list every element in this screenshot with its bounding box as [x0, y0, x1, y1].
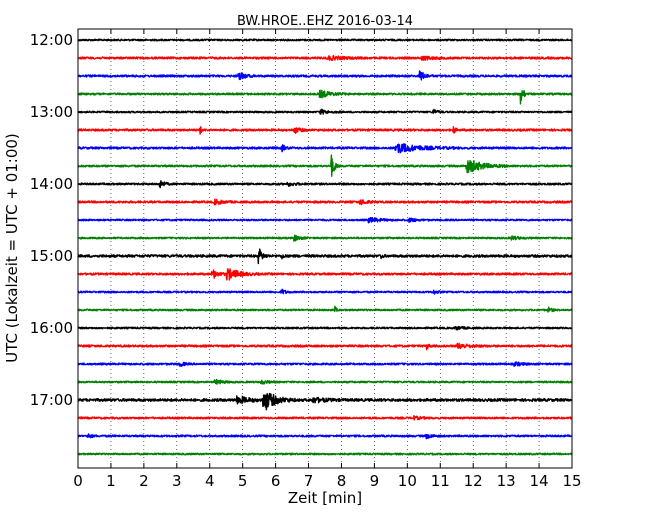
- y-tick-label: 13:00: [30, 103, 73, 121]
- trace-1530: [77, 288, 573, 295]
- trace-1345: [77, 154, 573, 177]
- trace-1700: [77, 392, 573, 411]
- trace-1230: [77, 70, 573, 81]
- trace-1745: [77, 452, 573, 456]
- y-tick-label: 12:00: [30, 31, 73, 49]
- y-tick-label: 16:00: [30, 319, 73, 337]
- trace-1515: [77, 268, 573, 281]
- chart-title: BW.HROE..EHZ 2016-03-14: [237, 14, 413, 29]
- trace-1200: [77, 38, 573, 42]
- trace-1545: [77, 305, 573, 313]
- y-tick-label: 14:00: [30, 175, 73, 193]
- x-tick-label: 3: [172, 472, 182, 490]
- trace-1300: [77, 108, 573, 115]
- x-tick-label: 2: [139, 472, 149, 490]
- x-tick-label: 12: [464, 472, 483, 490]
- trace-1430: [77, 217, 573, 224]
- trace-1415: [77, 198, 573, 206]
- x-axis-ticks: 0 1 2 3 4 5 6 7 8 9 10 11 12 13 14 15: [73, 29, 582, 490]
- trace-1645: [77, 378, 573, 385]
- x-tick-label: 7: [304, 472, 314, 490]
- x-tick-label: 0: [73, 472, 83, 490]
- trace-1330: [77, 143, 573, 154]
- trace-1500: [77, 248, 573, 265]
- trace-1630: [77, 361, 573, 367]
- y-tick-label: 17:00: [30, 391, 73, 409]
- x-tick-label: 9: [370, 472, 380, 490]
- x-tick-label: 11: [431, 472, 450, 490]
- trace-1315: [77, 126, 573, 135]
- y-axis-ticks: 12:00 13:00 14:00 15:00 16:00 17:00: [30, 31, 572, 409]
- x-tick-label: 4: [205, 472, 215, 490]
- x-tick-label: 1: [106, 472, 116, 490]
- trace-1600: [77, 325, 573, 331]
- trace-1615: [77, 342, 573, 351]
- trace-1215: [77, 55, 573, 61]
- traces: [77, 38, 573, 456]
- trace-1715: [77, 415, 573, 421]
- x-tick-label: 15: [562, 472, 581, 490]
- trace-1730: [77, 433, 573, 440]
- x-tick-label: 6: [271, 472, 281, 490]
- plot-frame: [77, 28, 573, 469]
- trace-1245: [77, 89, 573, 105]
- y-tick-label: 15:00: [30, 247, 73, 265]
- x-tick-label: 10: [398, 472, 417, 490]
- trace-1400: [77, 180, 573, 189]
- x-tick-label: 13: [497, 472, 516, 490]
- y-axis-label: UTC (Lokalzeit = UTC + 01:00): [3, 133, 21, 363]
- x-tick-label: 8: [337, 472, 347, 490]
- x-tick-label: 5: [238, 472, 248, 490]
- x-tick-label: 14: [530, 472, 549, 490]
- x-axis-label: Zeit [min]: [288, 489, 362, 507]
- trace-1445: [77, 234, 573, 242]
